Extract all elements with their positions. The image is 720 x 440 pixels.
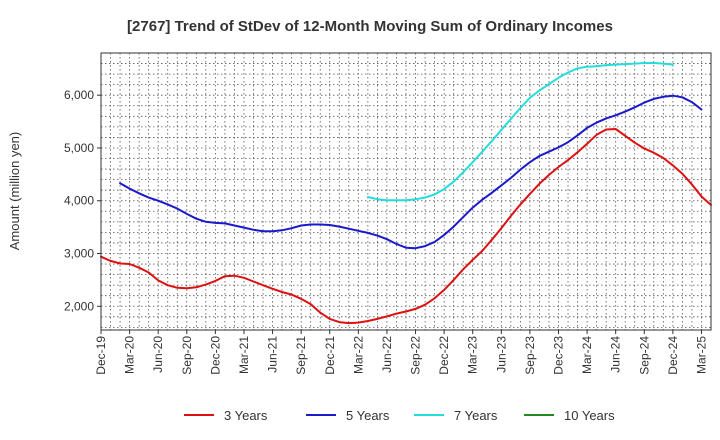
x-tick-label: Jun-22 [380,336,394,373]
x-tick-label: Jun-21 [266,336,280,373]
x-tick-label: Mar-21 [237,336,251,374]
x-tick-label: Sep-24 [637,336,651,375]
x-tick-label: Dec-20 [208,336,222,375]
x-tick-label: Sep-23 [523,336,537,375]
y-tick-label: 5,000 [64,141,94,155]
legend-label: 7 Years [454,408,498,423]
y-tick-labels: 2,000 3,000 4,000 5,000 6,000 [64,88,101,313]
x-tick-label: Dec-21 [323,336,337,375]
y-tick-label: 6,000 [64,88,94,102]
legend-label: 3 Years [224,408,268,423]
legend-label: 5 Years [346,408,390,423]
x-tick-label: Dec-23 [552,336,566,375]
x-tick-label: Jun-20 [151,336,165,373]
x-tick-label: Dec-19 [94,336,108,375]
x-tick-label: Sep-20 [180,336,194,375]
y-axis-title: Amount (million yen) [7,132,22,251]
plot-frame [100,52,712,331]
x-tick-label: Mar-23 [466,336,480,374]
series-line-5-years [119,94,703,250]
x-tick-label: Mar-20 [123,336,137,374]
x-tick-label: Dec-24 [666,336,680,375]
x-tick-labels: Dec-19 Mar-20 Jun-20 Sep-20 Dec-20 Mar-21 Jun-… [94,330,708,375]
x-tick-label: Dec-22 [437,336,451,375]
series-line-7-years [366,62,674,202]
series-group [100,62,712,325]
x-tick-label: Mar-25 [694,336,708,374]
legend-label: 10 Years [564,408,615,423]
y-tick-label: 4,000 [64,194,94,208]
x-tick-label: Mar-24 [580,336,594,374]
legend: 3 Years 5 Years 7 Years 10 Years [184,408,615,423]
series-line-3-years [100,128,712,325]
y-tick-label: 2,000 [64,299,94,313]
x-tick-label: Mar-22 [351,336,365,374]
x-tick-label: Sep-22 [409,336,423,375]
x-tick-label: Jun-23 [494,336,508,373]
x-tick-label: Sep-21 [294,336,308,375]
chart-title: [2767] Trend of StDev of 12-Month Moving… [127,18,613,35]
y-tick-label: 3,000 [64,246,94,260]
x-tick-label: Jun-24 [609,336,623,373]
